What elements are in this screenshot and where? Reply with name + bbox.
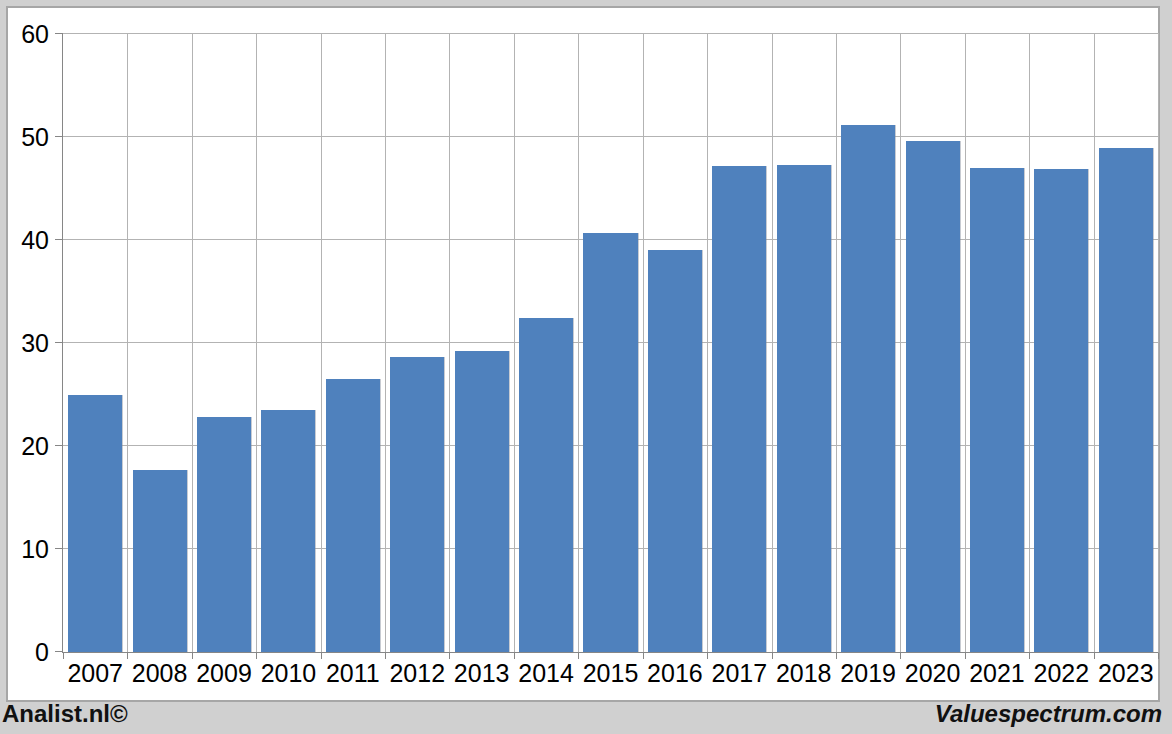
x-axis-label: 2019: [836, 659, 900, 687]
bar-2018: [777, 165, 831, 652]
vertical-gridline: [643, 34, 644, 652]
bar-2017: [712, 166, 766, 652]
vertical-gridline: [321, 34, 322, 652]
vertical-gridline: [1094, 34, 1095, 652]
bar-2014: [519, 318, 573, 652]
y-axis-label: 20: [5, 432, 49, 460]
y-axis-tick: [55, 342, 63, 343]
x-axis-label: 2007: [63, 659, 127, 687]
vertical-gridline: [772, 34, 773, 652]
x-axis-label: 2017: [707, 659, 771, 687]
y-axis-label: 60: [5, 20, 49, 48]
y-axis-tick: [55, 33, 63, 34]
y-axis-tick: [55, 651, 63, 652]
x-axis-label: 2022: [1029, 659, 1093, 687]
y-axis-label: 0: [5, 638, 49, 666]
x-axis-label: 2016: [643, 659, 707, 687]
x-axis-tick: [1158, 653, 1159, 659]
chart-canvas: 0102030405060200720082009201020112012201…: [6, 6, 1160, 702]
y-axis-tick: [55, 136, 63, 137]
vertical-gridline: [578, 34, 579, 652]
x-axis-label: 2008: [127, 659, 191, 687]
x-axis-label: 2009: [192, 659, 256, 687]
bar-2009: [197, 417, 251, 652]
x-axis-label: 2014: [514, 659, 578, 687]
x-axis-label: 2015: [578, 659, 642, 687]
vertical-gridline: [707, 34, 708, 652]
bar-2022: [1034, 169, 1088, 652]
x-axis-label: 2010: [256, 659, 320, 687]
x-axis-label: 2023: [1094, 659, 1158, 687]
horizontal-gridline: [63, 136, 1158, 137]
bar-2010: [261, 410, 315, 652]
y-axis-label: 30: [5, 329, 49, 357]
footer-right-brand: Valuespectrum.com: [935, 700, 1162, 728]
bar-2012: [390, 357, 444, 652]
bar-2019: [841, 125, 895, 652]
y-axis-label: 10: [5, 535, 49, 563]
footer-left-brand: Analist.nl©: [2, 700, 128, 728]
bar-2011: [326, 379, 380, 652]
y-axis-tick: [55, 239, 63, 240]
x-axis-label: 2018: [772, 659, 836, 687]
bar-2013: [455, 351, 509, 652]
vertical-gridline: [900, 34, 901, 652]
vertical-gridline: [836, 34, 837, 652]
bar-2015: [583, 233, 637, 652]
vertical-gridline: [192, 34, 193, 652]
x-axis-label: 2013: [449, 659, 513, 687]
vertical-gridline: [449, 34, 450, 652]
y-axis-tick: [55, 445, 63, 446]
x-axis-label: 2020: [900, 659, 964, 687]
x-axis-label: 2021: [965, 659, 1029, 687]
vertical-gridline: [127, 34, 128, 652]
bar-2016: [648, 250, 702, 652]
bar-2021: [970, 168, 1024, 652]
bar-2023: [1099, 148, 1153, 652]
vertical-gridline: [385, 34, 386, 652]
x-axis-label: 2012: [385, 659, 449, 687]
y-axis-label: 50: [5, 123, 49, 151]
x-axis-label: 2011: [321, 659, 385, 687]
plot-area: 0102030405060200720082009201020112012201…: [62, 33, 1159, 653]
vertical-gridline: [1029, 34, 1030, 652]
y-axis-tick: [55, 548, 63, 549]
bar-2020: [906, 141, 960, 652]
y-axis-label: 40: [5, 226, 49, 254]
vertical-gridline: [514, 34, 515, 652]
bar-2007: [68, 395, 122, 653]
vertical-gridline: [256, 34, 257, 652]
bar-2008: [133, 470, 187, 652]
vertical-gridline: [965, 34, 966, 652]
